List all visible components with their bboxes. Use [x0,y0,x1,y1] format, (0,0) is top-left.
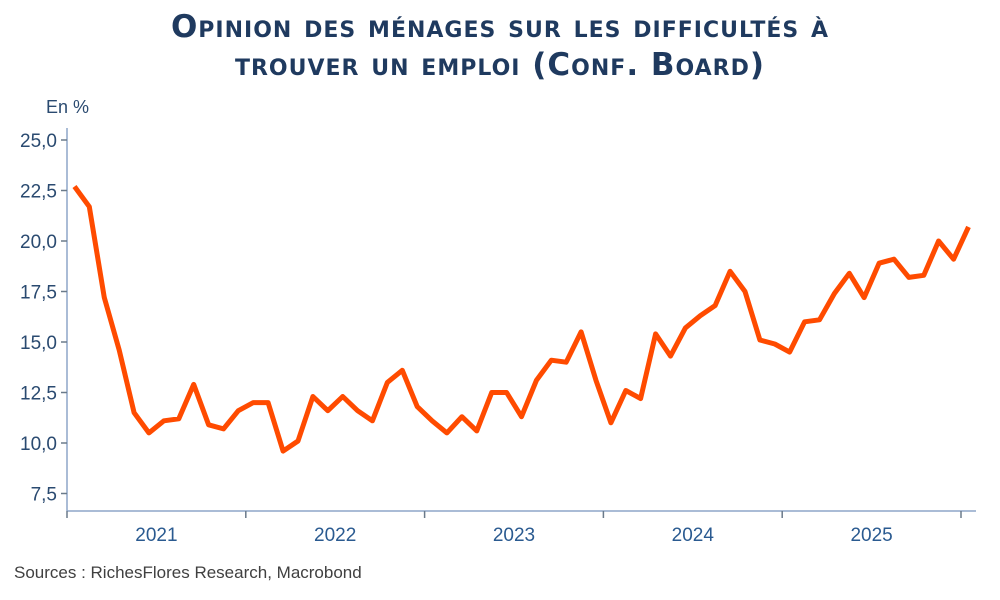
series-group [72,185,971,454]
y-tick-label: 12,5 [20,384,57,405]
y-tick-label: 15,0 [20,333,57,354]
chart-title-line-2: trouver un emploi (Conf. Board) [234,47,766,83]
y-tick-label: 20,0 [20,232,57,253]
chart-title: Opinion des ménages sur les difficultés … [0,8,1000,84]
source-note: Sources : RichesFlores Research, Macrobo… [14,563,362,582]
y-axis-unit-label: En % [46,97,90,117]
x-tick-label: 2022 [314,525,356,546]
x-tick-label: 2023 [493,525,535,546]
y-tick-label: 22,5 [20,182,57,203]
y-tick-label: 7,5 [31,485,57,506]
y-axis: 7,5 10,0 12,5 15,0 17,5 20,0 22,5 25,0 [20,128,68,511]
x-axis: 2021 2022 2023 2024 2025 [66,510,976,546]
x-tick-label: 2025 [850,525,892,546]
series-line [72,185,971,454]
x-tick-label: 2024 [672,525,715,546]
y-tick-label: 17,5 [20,283,57,304]
y-tick-label: 25,0 [20,131,57,152]
chart-title-line-1: Opinion des ménages sur les difficultés … [170,9,830,45]
x-tick-label: 2021 [135,525,177,546]
y-tick-label: 10,0 [20,434,57,455]
